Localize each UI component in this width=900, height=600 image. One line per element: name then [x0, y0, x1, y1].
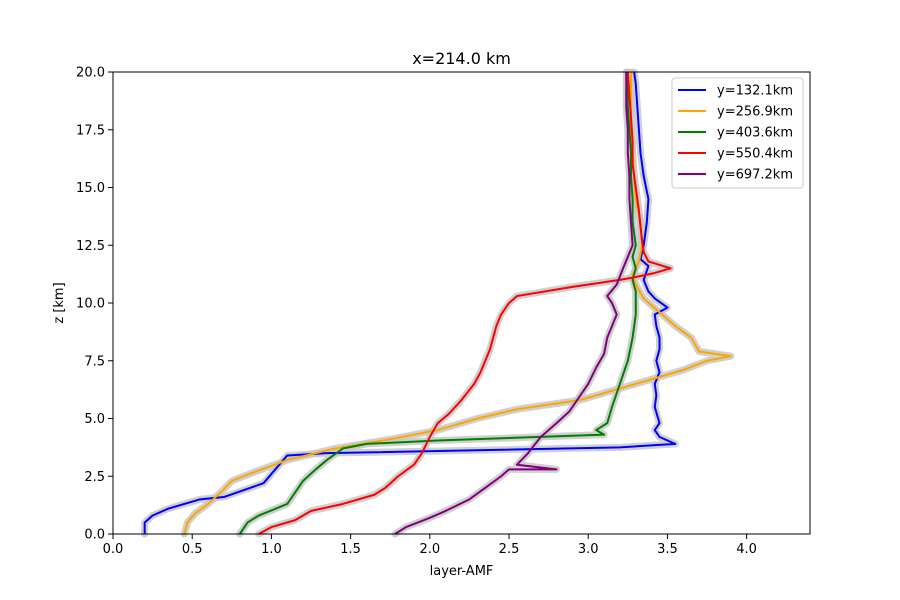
x-axis-label: layer-AMF	[430, 564, 494, 579]
y-tick-label: 20.0	[76, 66, 105, 81]
y-tick-label: 0.0	[84, 528, 105, 543]
y-axis: 0.0 2.5 5.0 7.5 10.0 12.5 15.0 17.5 20.0	[76, 66, 113, 543]
series-lines	[143, 71, 732, 535]
series-line-2	[183, 72, 732, 535]
y-tick-label: 10.0	[76, 297, 105, 312]
series-line-1	[143, 71, 677, 534]
legend-label: y=403.6km	[717, 126, 793, 141]
legend-label: y=132.1km	[717, 84, 793, 99]
y-tick-label: 12.5	[76, 239, 105, 254]
series-line-4	[258, 71, 672, 535]
y-axis-label: z [km]	[52, 282, 67, 323]
series-line-3	[238, 72, 637, 535]
x-tick-label: 4.0	[736, 542, 757, 557]
legend-label: y=256.9km	[717, 105, 793, 120]
x-tick-label: 2.5	[499, 542, 520, 557]
y-tick-label: 15.0	[76, 181, 105, 196]
series-line-5	[394, 72, 634, 535]
legend-box	[671, 77, 804, 189]
x-tick-label: 1.5	[340, 542, 361, 557]
x-tick-label: 0.0	[103, 542, 124, 557]
legend: y=132.1km y=256.9km y=403.6km y=550.4km y=69…	[671, 77, 804, 189]
chart-title: x=214.0 km	[412, 49, 511, 68]
legend-label: y=697.2km	[717, 168, 793, 183]
x-tick-label: 0.5	[182, 542, 203, 557]
x-axis: 0.0 0.5 1.0 1.5 2.0 2.5 3.0 3.5 4.0	[103, 534, 757, 557]
y-tick-label: 5.0	[84, 412, 105, 427]
y-tick-label: 17.5	[76, 123, 105, 138]
x-tick-label: 1.0	[261, 542, 282, 557]
x-tick-label: 2.0	[419, 542, 440, 557]
y-tick-label: 2.5	[84, 470, 105, 485]
x-tick-label: 3.5	[657, 542, 678, 557]
y-tick-label: 7.5	[84, 354, 105, 369]
x-tick-label: 3.0	[578, 542, 599, 557]
legend-label: y=550.4km	[717, 147, 793, 162]
